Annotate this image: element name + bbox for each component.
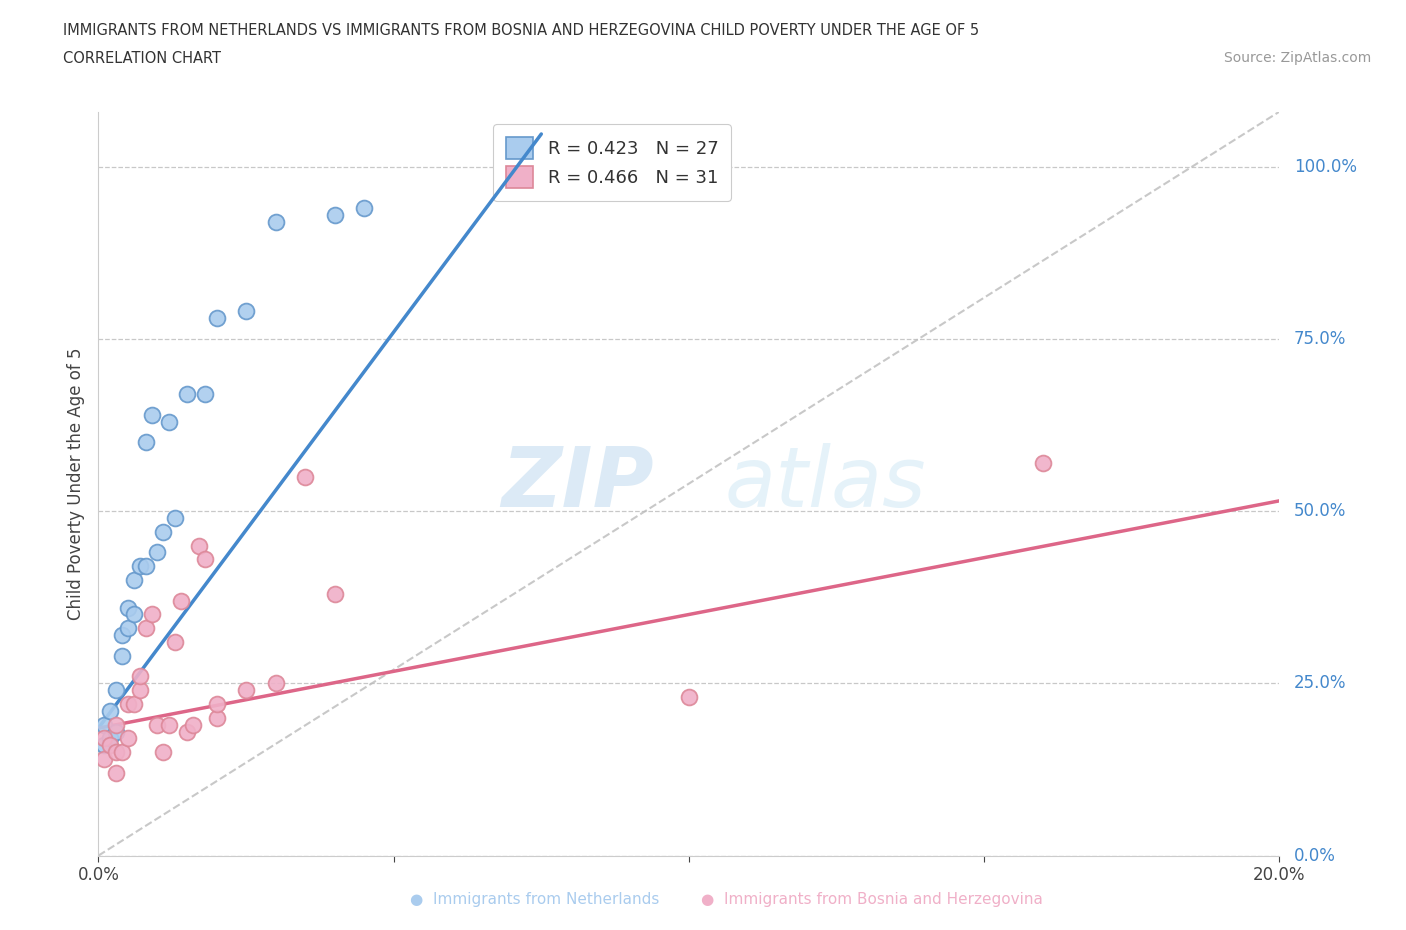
Point bbox=[187, 538, 209, 553]
Point bbox=[264, 676, 287, 691]
Point bbox=[128, 669, 150, 684]
Point bbox=[122, 573, 145, 588]
Text: ●  Immigrants from Netherlands: ● Immigrants from Netherlands bbox=[409, 892, 659, 907]
Point bbox=[105, 745, 128, 760]
Point bbox=[135, 559, 157, 574]
Text: 25.0%: 25.0% bbox=[1294, 674, 1346, 692]
Point bbox=[98, 731, 121, 746]
Point bbox=[128, 559, 150, 574]
Text: 0.0%: 0.0% bbox=[1294, 846, 1336, 865]
Point bbox=[117, 697, 139, 711]
Point bbox=[135, 435, 157, 450]
Point bbox=[194, 551, 217, 566]
Point bbox=[353, 201, 375, 216]
Point bbox=[146, 717, 169, 732]
Point bbox=[117, 600, 139, 615]
Point bbox=[323, 587, 346, 602]
Point bbox=[1032, 456, 1054, 471]
Text: CORRELATION CHART: CORRELATION CHART bbox=[63, 51, 221, 66]
Point bbox=[105, 765, 128, 780]
Point bbox=[181, 717, 204, 732]
Point bbox=[98, 703, 121, 718]
Point bbox=[157, 717, 180, 732]
Point bbox=[235, 683, 257, 698]
Point bbox=[235, 304, 257, 319]
Point bbox=[294, 470, 316, 485]
Point bbox=[678, 690, 700, 705]
Point bbox=[323, 207, 346, 222]
Point bbox=[111, 745, 134, 760]
Point bbox=[98, 737, 121, 752]
Point bbox=[152, 745, 174, 760]
Y-axis label: Child Poverty Under the Age of 5: Child Poverty Under the Age of 5 bbox=[66, 347, 84, 620]
Point bbox=[135, 621, 157, 636]
Point bbox=[141, 607, 163, 622]
Point bbox=[122, 697, 145, 711]
Point bbox=[93, 717, 115, 732]
Point bbox=[122, 607, 145, 622]
Point bbox=[93, 737, 115, 752]
Point bbox=[141, 407, 163, 422]
Point bbox=[93, 731, 115, 746]
Point bbox=[170, 593, 193, 608]
Text: ●  Immigrants from Bosnia and Herzegovina: ● Immigrants from Bosnia and Herzegovina bbox=[700, 892, 1043, 907]
Point bbox=[205, 311, 228, 325]
Point bbox=[111, 648, 134, 663]
Point bbox=[93, 751, 115, 766]
Point bbox=[165, 511, 187, 525]
Point bbox=[128, 683, 150, 698]
Legend: R = 0.423   N = 27, R = 0.466   N = 31: R = 0.423 N = 27, R = 0.466 N = 31 bbox=[494, 125, 731, 201]
Point bbox=[111, 628, 134, 643]
Point bbox=[105, 683, 128, 698]
Point bbox=[105, 724, 128, 739]
Point bbox=[205, 697, 228, 711]
Point bbox=[117, 621, 139, 636]
Point bbox=[194, 387, 217, 402]
Text: 100.0%: 100.0% bbox=[1294, 158, 1357, 176]
Text: IMMIGRANTS FROM NETHERLANDS VS IMMIGRANTS FROM BOSNIA AND HERZEGOVINA CHILD POVE: IMMIGRANTS FROM NETHERLANDS VS IMMIGRANT… bbox=[63, 23, 980, 38]
Point bbox=[117, 731, 139, 746]
Point bbox=[165, 634, 187, 649]
Point bbox=[146, 545, 169, 560]
Point bbox=[205, 711, 228, 725]
Point bbox=[105, 717, 128, 732]
Point bbox=[176, 724, 198, 739]
Point bbox=[157, 414, 180, 429]
Text: 50.0%: 50.0% bbox=[1294, 502, 1346, 520]
Point bbox=[264, 215, 287, 230]
Text: atlas: atlas bbox=[724, 443, 927, 525]
Point bbox=[152, 525, 174, 539]
Text: 75.0%: 75.0% bbox=[1294, 330, 1346, 348]
Text: Source: ZipAtlas.com: Source: ZipAtlas.com bbox=[1223, 51, 1371, 65]
Point bbox=[176, 387, 198, 402]
Text: ZIP: ZIP bbox=[501, 443, 654, 525]
